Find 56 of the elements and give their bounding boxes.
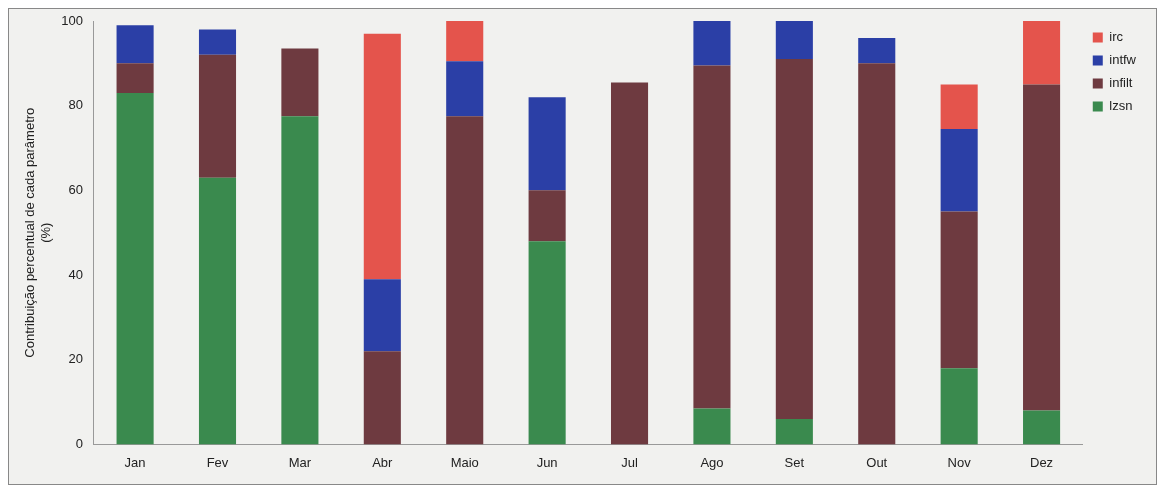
x-tick-label: Out — [866, 454, 888, 470]
bar — [1023, 21, 1061, 85]
bar — [528, 190, 566, 242]
bar — [940, 211, 978, 369]
x-tick-label: Jul — [621, 454, 638, 470]
bar — [528, 97, 566, 191]
y-tick-label: 100 — [61, 12, 83, 28]
bar — [775, 21, 813, 60]
bar — [1023, 410, 1061, 445]
x-tick-label: Fev — [206, 454, 229, 470]
bar — [693, 65, 731, 409]
bar — [858, 37, 896, 64]
bar — [446, 21, 484, 62]
bar — [198, 177, 237, 445]
y-axis-title: Contribuição percentual de cada parâmetro (%) — [22, 107, 53, 358]
bar — [693, 408, 731, 445]
bar — [446, 116, 484, 445]
x-tick-label: Ago — [700, 454, 724, 470]
x-tick-label: Maio — [450, 454, 479, 470]
bar — [281, 48, 319, 117]
bar — [116, 25, 154, 64]
x-tick-label: Set — [784, 454, 805, 470]
bar — [363, 279, 401, 352]
bar — [363, 33, 401, 280]
bar — [610, 82, 649, 445]
bar — [528, 241, 566, 445]
bar — [775, 419, 813, 445]
x-tick-label: Nov — [947, 454, 972, 470]
bar — [940, 368, 978, 445]
legend-label: irc — [1109, 29, 1124, 45]
bar — [940, 128, 978, 212]
x-tick-label: Jun — [536, 454, 558, 470]
bar — [940, 84, 978, 129]
y-tick-label: 0 — [75, 435, 83, 451]
bar — [281, 116, 319, 445]
bar — [363, 351, 401, 445]
x-tick-label: Mar — [288, 454, 312, 470]
legend-label: infilt — [1109, 75, 1133, 91]
bar — [693, 21, 731, 66]
bar — [198, 29, 237, 55]
bar — [858, 63, 896, 445]
bar — [116, 63, 154, 93]
x-tick-label: Abr — [372, 454, 394, 470]
y-tick-label: 20 — [68, 351, 83, 367]
bar — [1023, 84, 1061, 411]
bar — [198, 54, 237, 178]
bar — [446, 61, 484, 117]
legend-label: intfw — [1109, 52, 1137, 68]
y-tick-label: 80 — [68, 97, 83, 113]
bar — [775, 59, 813, 419]
x-tick-label: Dez — [1030, 454, 1054, 470]
x-tick-label: Jan — [124, 454, 146, 470]
y-tick-label: 60 — [68, 181, 83, 197]
legend-label: lzsn — [1109, 98, 1133, 114]
y-tick-label: 40 — [68, 266, 83, 282]
bar — [116, 92, 154, 445]
